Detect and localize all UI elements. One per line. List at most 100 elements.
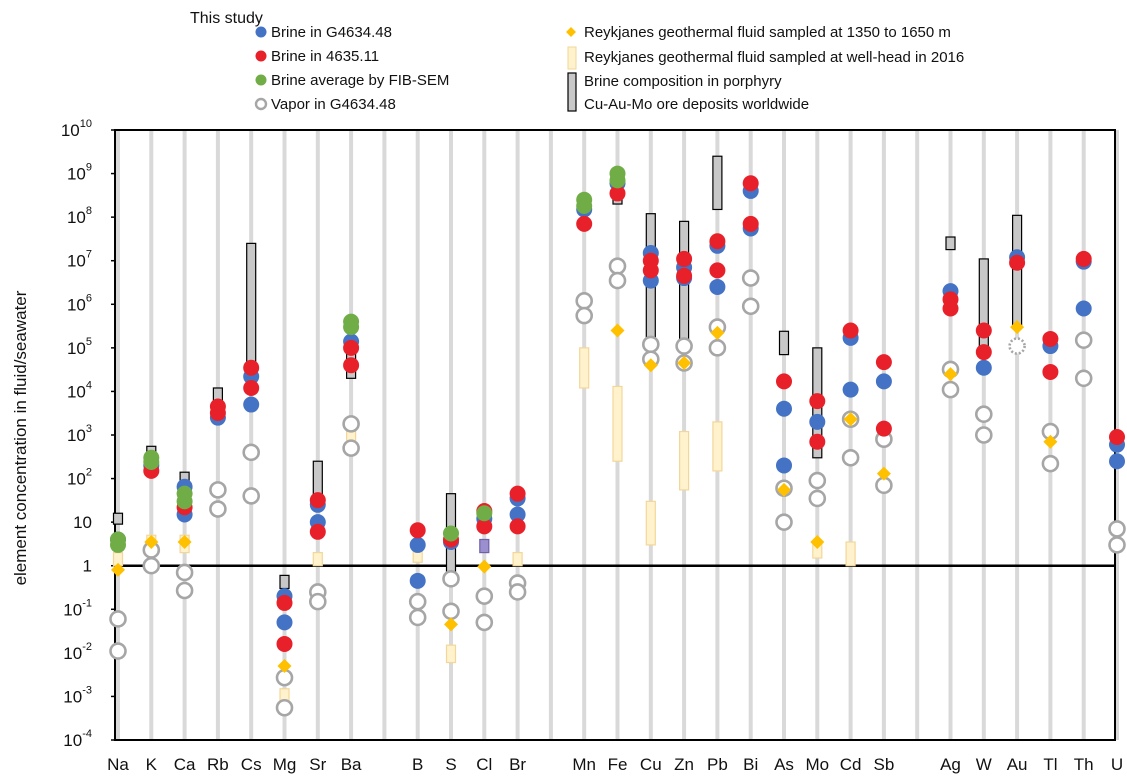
reykjanes-depth-point bbox=[777, 482, 791, 497]
vapor-point bbox=[242, 487, 260, 505]
brine-4635-point bbox=[409, 522, 426, 539]
vapor-point bbox=[1074, 331, 1093, 349]
brine-4635-point bbox=[576, 215, 593, 232]
legend-swatch-reykjanes-wellhead bbox=[567, 46, 577, 70]
brine-4635-point bbox=[942, 300, 959, 317]
y-tick-label: 102 bbox=[67, 467, 92, 489]
porphyry-bar bbox=[712, 155, 723, 211]
y-tick-label: 1 bbox=[83, 557, 92, 576]
wellhead-bar bbox=[712, 421, 723, 472]
x-tick-label: Mn bbox=[572, 755, 596, 774]
porphyry-bar bbox=[778, 330, 790, 356]
brine-4635-point bbox=[676, 250, 693, 267]
y-tick-label: 108 bbox=[67, 205, 92, 227]
vapor-point bbox=[109, 610, 127, 628]
legend-label-brine-4635: Brine in 4635.11 bbox=[271, 48, 379, 65]
brine-fib-point bbox=[143, 454, 160, 471]
legend-label-reykjanes-depth: Reykjanes geothermal fluid sampled at 13… bbox=[584, 24, 951, 41]
brine-g4634-point bbox=[842, 381, 859, 398]
legend-swatch-vapor bbox=[254, 97, 268, 111]
x-tick-label: Th bbox=[1074, 755, 1094, 774]
legend-swatch-porphyry bbox=[567, 72, 577, 112]
y-tick-label: 104 bbox=[67, 379, 92, 401]
vapor-point bbox=[1074, 369, 1093, 388]
brine-fib-point bbox=[343, 319, 360, 336]
y-tick-label: 10 bbox=[73, 513, 92, 532]
reykjanes-depth-point bbox=[1010, 320, 1025, 335]
legend-label-porphyry: Brine composition in porphyry bbox=[584, 73, 782, 90]
reykjanes-depth-point bbox=[610, 323, 625, 338]
brine-4635-point bbox=[1075, 250, 1092, 267]
x-tick-label: B bbox=[412, 755, 423, 774]
brine-4635-point bbox=[1042, 363, 1059, 380]
vapor-point bbox=[808, 471, 827, 490]
vapor-point bbox=[275, 698, 294, 717]
x-tick-label: Br bbox=[509, 755, 526, 774]
wellhead-bar bbox=[845, 541, 856, 567]
vapor-point bbox=[974, 405, 993, 424]
brine-g4634-point bbox=[276, 614, 293, 631]
reykjanes-depth-point bbox=[876, 466, 891, 481]
brine-4635-point bbox=[476, 518, 493, 535]
x-tick-label: As bbox=[774, 755, 794, 774]
vapor-point bbox=[741, 269, 760, 287]
brine-4635-point bbox=[642, 262, 659, 279]
vapor-point bbox=[342, 415, 360, 433]
legend-label-brine-fib: Brine average by FIB-SEM bbox=[271, 72, 449, 89]
brine-fib-point bbox=[476, 505, 493, 522]
vapor-point bbox=[109, 642, 127, 660]
y-axis-label: element concentration in fluid/seawater bbox=[11, 290, 30, 585]
brine-4635-point bbox=[209, 404, 226, 421]
brine-g4634-point bbox=[243, 396, 260, 413]
vapor-point bbox=[442, 570, 460, 588]
x-tick-label: Mo bbox=[805, 755, 829, 774]
x-tick-label: Cu bbox=[640, 755, 662, 774]
legend-label-reykjanes-wellhead: Reykjanes geothermal fluid sampled at we… bbox=[584, 49, 964, 66]
legend-swatch-reykjanes-depth bbox=[566, 27, 576, 37]
porphyry-bar bbox=[279, 574, 290, 590]
brine-4635-point bbox=[776, 373, 792, 390]
vapor-point bbox=[1108, 536, 1126, 554]
vapor-point bbox=[808, 489, 827, 508]
vapor-point bbox=[175, 563, 194, 582]
vapor-point bbox=[1008, 337, 1026, 355]
reykjanes-depth-point bbox=[111, 562, 125, 577]
x-tick-label: Sr bbox=[309, 755, 326, 774]
x-tick-label: U bbox=[1111, 755, 1123, 774]
brine-4635-point bbox=[609, 185, 626, 202]
x-tick-label: Ag bbox=[940, 755, 961, 774]
legend: This study Brine in G4634.48 Brine in 4635… bbox=[190, 10, 964, 113]
brine-4635-point bbox=[842, 322, 859, 339]
x-tick-label: W bbox=[976, 755, 992, 774]
y-tick-label: 10-3 bbox=[63, 684, 92, 706]
vapor-point bbox=[775, 513, 793, 531]
y-tick-label: 10-1 bbox=[63, 597, 92, 619]
y-tick-label: 109 bbox=[67, 162, 92, 184]
x-tick-label: Sb bbox=[874, 755, 895, 774]
legend-swatch-brine-fib bbox=[255, 74, 267, 86]
vapor-point bbox=[408, 608, 427, 627]
reykjanes-depth-point bbox=[277, 658, 292, 673]
vapor-point bbox=[142, 556, 161, 575]
brine-4635-point bbox=[343, 357, 360, 374]
wellhead-bar bbox=[579, 347, 590, 389]
reykjanes-depth-point bbox=[843, 412, 858, 427]
x-tick-label: Pb bbox=[707, 755, 728, 774]
vapor-point bbox=[608, 271, 627, 290]
reykjanes-depth-point bbox=[710, 325, 725, 340]
x-axis: Na K Ca Rb Cs Mg Sr Ba B S Cl Br Mn Fe Cu Zn Pb Bi As Mo Cd S… bbox=[107, 755, 1123, 774]
brine-g4634-point bbox=[409, 536, 426, 553]
y-tick-label: 103 bbox=[67, 423, 92, 445]
y-tick-label: 10-2 bbox=[63, 641, 92, 663]
vapor-point bbox=[209, 481, 227, 499]
x-tick-label: K bbox=[146, 755, 158, 774]
reykjanes-depth-point bbox=[1043, 434, 1058, 449]
wellhead-bar bbox=[612, 385, 623, 462]
y-axis: 10-4 10-3 10-2 10-1 1 10 102 103 104 105 106 107 108… bbox=[61, 118, 115, 750]
x-tick-label: Zn bbox=[674, 755, 694, 774]
brine-g4634-point bbox=[776, 457, 792, 474]
brine-g4634-point bbox=[975, 359, 992, 376]
brine-4635-point bbox=[276, 635, 293, 652]
x-tick-label: Cs bbox=[241, 755, 262, 774]
